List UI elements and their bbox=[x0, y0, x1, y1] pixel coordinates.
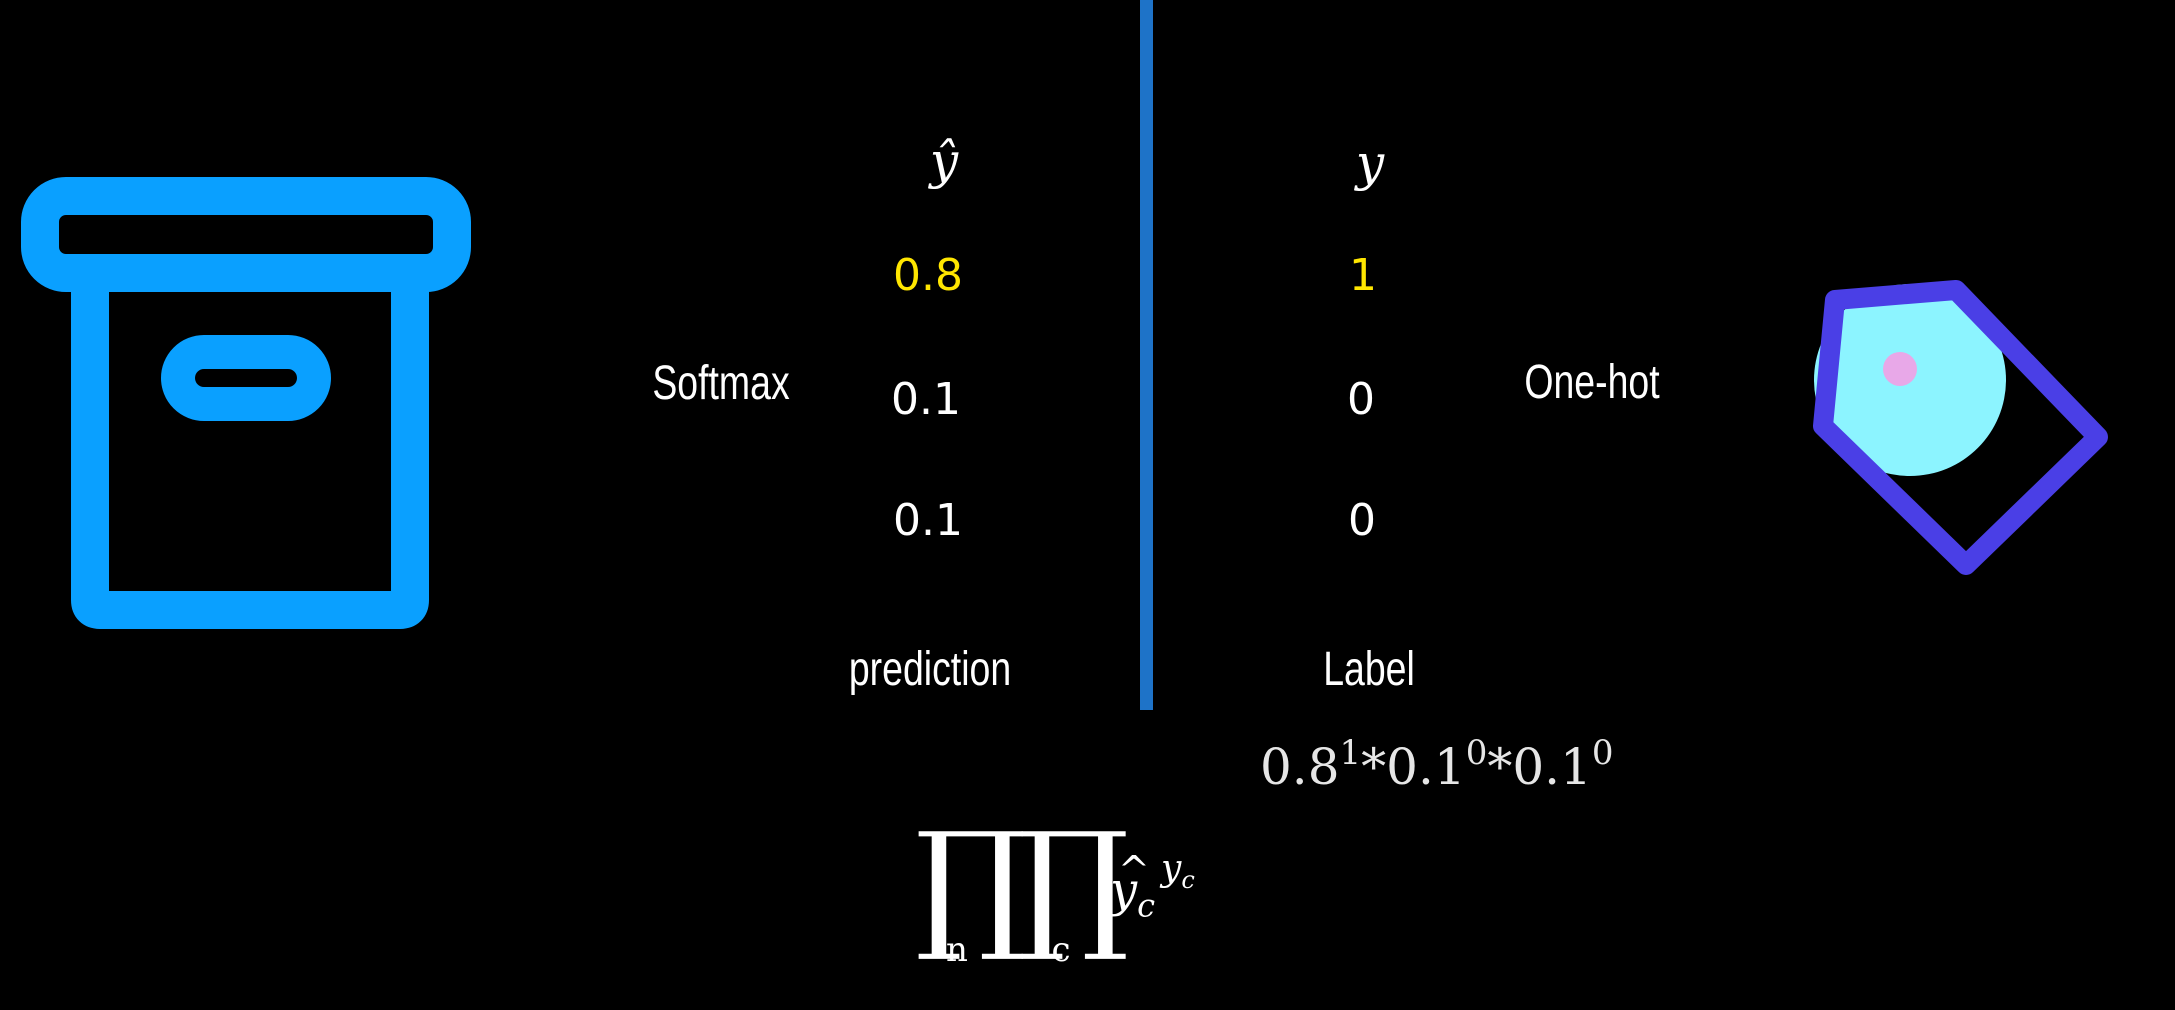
label-bottom-label: Label bbox=[1323, 643, 1415, 696]
term-subscript: c bbox=[1137, 886, 1156, 925]
prediction-value: 0.1 bbox=[891, 374, 961, 425]
expression-exponent: 0 bbox=[1465, 733, 1488, 773]
prediction-value: 0.1 bbox=[893, 495, 963, 546]
label-value: 0 bbox=[1348, 495, 1376, 546]
column-divider bbox=[1140, 0, 1153, 710]
product-term: ^ yc yc bbox=[1110, 848, 1195, 925]
label-value: 1 bbox=[1349, 250, 1377, 301]
archive-box-icon bbox=[21, 177, 471, 629]
expression-operator: * bbox=[1361, 738, 1387, 796]
term-exponent: yc bbox=[1161, 848, 1195, 895]
term-variable: y bbox=[1110, 862, 1138, 918]
expression-operator: * bbox=[1487, 738, 1513, 796]
prediction-value: 0.8 bbox=[893, 250, 963, 301]
expression-base: 0.1 bbox=[1386, 738, 1466, 796]
expression-exponent: 0 bbox=[1591, 733, 1614, 773]
hat-accent: ^ bbox=[1118, 848, 1150, 892]
prediction-header: ŷ bbox=[929, 132, 959, 190]
likelihood-expression: 0.81*0.10*0.10 bbox=[1260, 733, 1614, 796]
one-hot-label: One-hot bbox=[1524, 356, 1660, 409]
prediction-label: prediction bbox=[848, 643, 1012, 696]
label-value: 0 bbox=[1347, 374, 1375, 425]
label-header: y bbox=[1355, 134, 1385, 192]
inner-product-symbol: ∏ bbox=[1018, 803, 1130, 966]
softmax-label: Softmax bbox=[652, 357, 790, 410]
outer-product-symbol: ∏ bbox=[915, 803, 1027, 966]
expression-exponent: 1 bbox=[1339, 733, 1362, 773]
expression-base: 0.1 bbox=[1512, 738, 1592, 796]
expression-base: 0.8 bbox=[1260, 738, 1340, 796]
outer-product-index: n bbox=[946, 930, 968, 970]
price-tag-icon bbox=[1813, 280, 2108, 575]
inner-product-index: c bbox=[1051, 930, 1071, 970]
